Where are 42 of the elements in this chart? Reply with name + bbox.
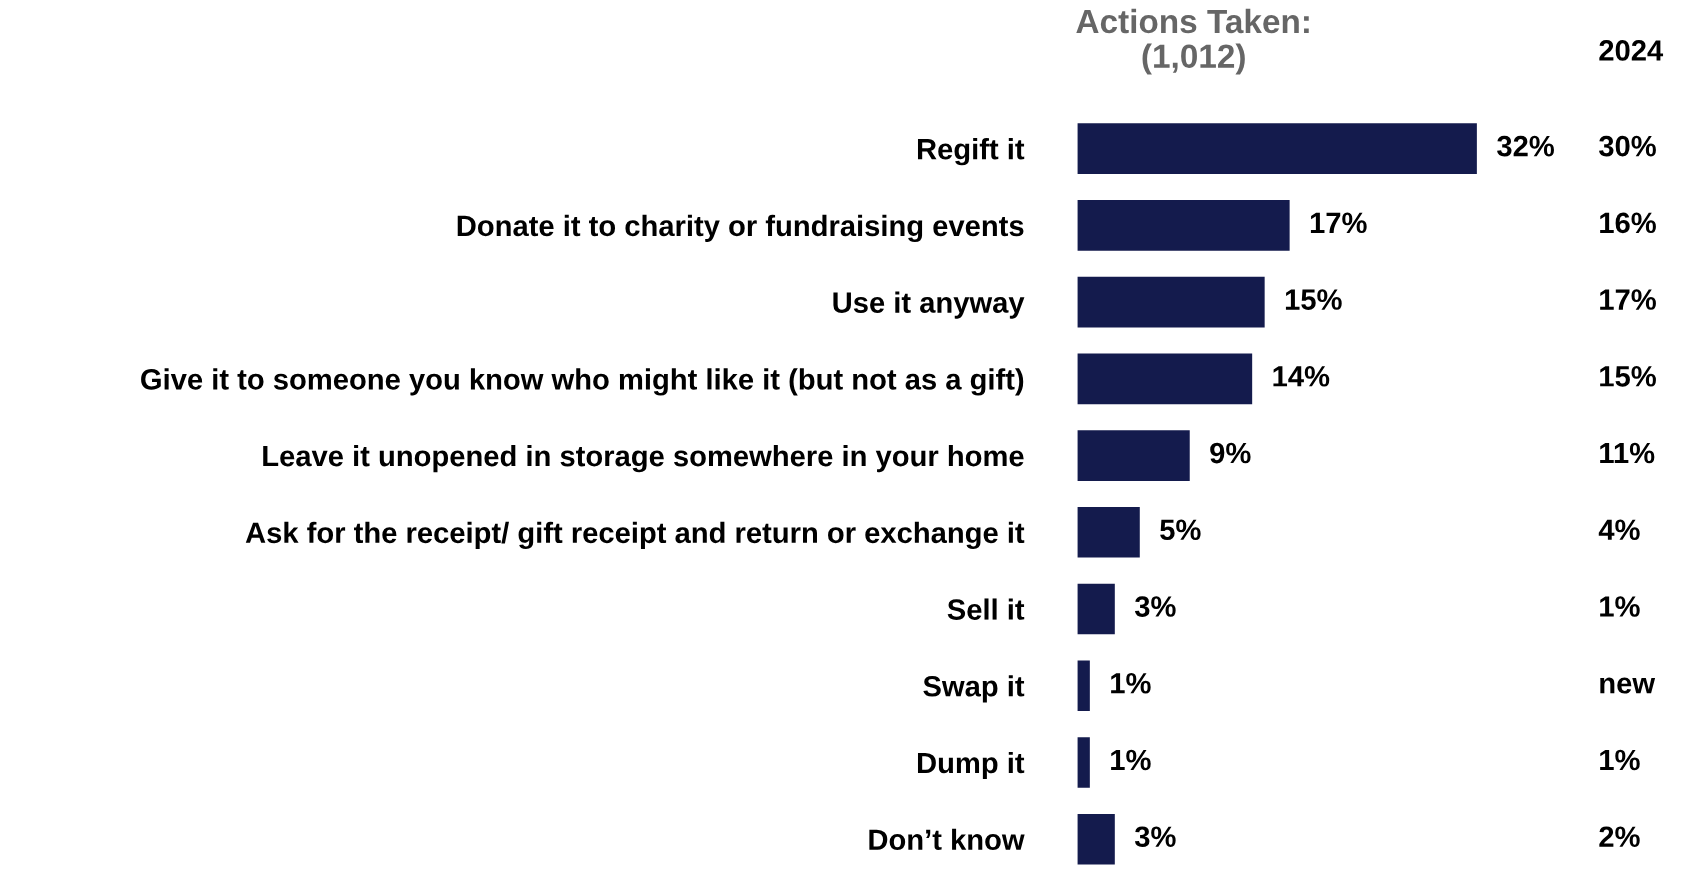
text: 1% <box>1600 749 1640 771</box>
text: 11% <box>1600 442 1655 464</box>
text: new <box>1600 677 1656 694</box>
data-label: 14% <box>1273 366 1330 387</box>
text: 15% <box>1600 366 1656 387</box>
text: 16% <box>1600 212 1656 234</box>
data-label: 3% <box>1134 826 1176 848</box>
text: 4% <box>1598 519 1640 541</box>
text: 2024 <box>1599 40 1664 61</box>
bar <box>1077 583 1115 635</box>
y-tick-label: Dump it <box>917 751 1025 780</box>
y-tick-label: Give it to someone you know who might like it (but not as a gift) <box>141 368 1024 396</box>
y-tick-label: Don’t know <box>869 828 1025 851</box>
y-tick-label: Leave it unopened in storage somewhere in your home <box>263 444 1024 473</box>
bar <box>1077 353 1253 405</box>
y-tick-label: Swap it <box>923 675 1025 703</box>
data-label: 3% <box>1134 596 1176 617</box>
chart-title: Actions Taken: (1,012) <box>1076 8 1309 75</box>
data-label: 1% <box>1111 749 1151 771</box>
data-label: 9% <box>1210 442 1251 464</box>
data-label: 32% <box>1497 135 1554 157</box>
y-tick-label: Regift it <box>917 138 1025 166</box>
bar <box>1077 200 1290 251</box>
data-label: 15% <box>1285 289 1342 310</box>
bar <box>1077 506 1140 558</box>
bar <box>1077 123 1477 174</box>
y-tick-label: Use it anyway <box>833 291 1025 319</box>
bar <box>1077 813 1115 865</box>
bar <box>1077 276 1265 328</box>
bar <box>1077 660 1090 712</box>
text: 1% <box>1600 596 1640 617</box>
bar <box>1077 430 1190 481</box>
text: 17% <box>1600 289 1656 310</box>
data-label: 17% <box>1310 212 1367 234</box>
y-tick-label: Donate it to charity or fundraising events <box>457 214 1024 243</box>
y-tick-label: Sell it <box>947 598 1025 620</box>
bar <box>1077 737 1090 788</box>
text: 30% <box>1599 135 1656 157</box>
data-label: 1% <box>1111 673 1151 694</box>
y-tick-label: Ask for the receipt/ gift receipt and return or exchange it <box>245 521 1025 550</box>
text: 2% <box>1599 826 1640 847</box>
data-label: 5% <box>1160 519 1201 541</box>
